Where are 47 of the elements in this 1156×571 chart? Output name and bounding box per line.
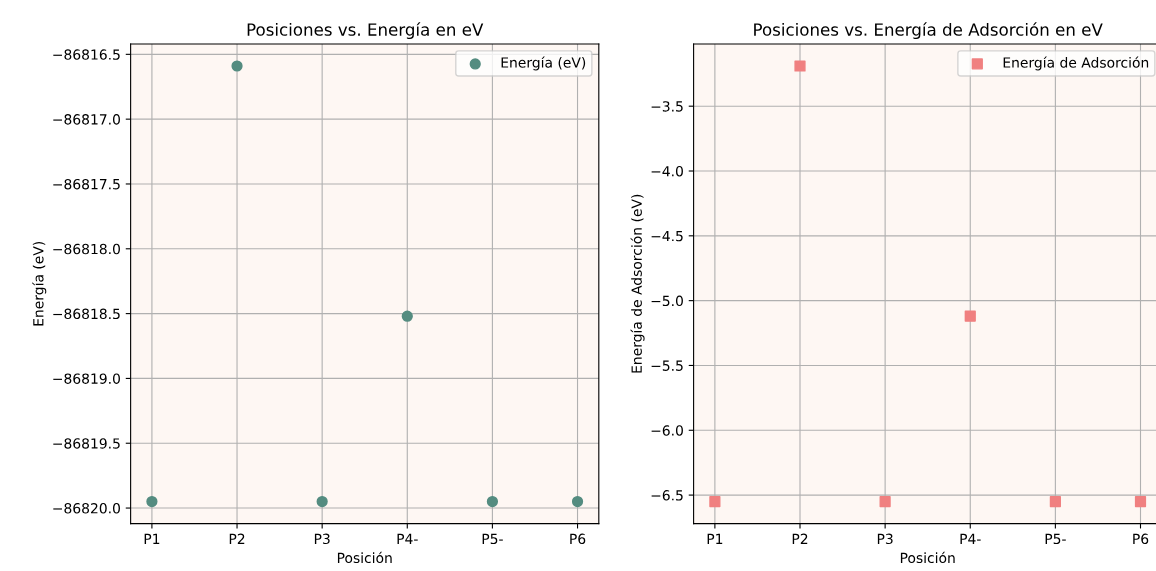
point [401,310,413,322]
y-tick-label: −4.5 [651,230,683,242]
point [964,310,976,322]
x-tick-label: P4- [960,533,981,544]
point [1049,495,1061,508]
y-axis-title: Energía de Adsorción (eV) [630,194,645,373]
chart-title: Posiciones vs. Energía en eV [247,22,484,40]
x-tick-label: P5- [1045,533,1066,545]
point [1134,495,1147,508]
x-axis-title: Posición [900,551,955,564]
x-tick-label: P5- [482,533,503,545]
point [709,495,721,508]
legend-label: Energía (eV) [501,56,586,71]
x-tick-label: P2 [229,533,245,544]
point [231,60,243,72]
x-tick-label: P6 [1133,533,1149,545]
y-tick-label: −86818.0 [53,243,120,255]
y-tick-label: −86816.5 [53,49,120,60]
y-tick-label: −86817.0 [53,114,120,125]
chart-title: Posiciones vs. Energía de Adsorción en eV [754,22,1103,40]
point [316,495,328,508]
x-tick-label: P6 [570,533,586,545]
y-tick-label: −86817.5 [53,178,120,190]
y-tick-label: −3.5 [651,101,683,112]
y-tick-label: −6.5 [651,490,683,501]
y-tick-label: −6.0 [651,425,683,436]
x-tick-label: P1 [144,533,160,544]
x-tick-label: P1 [707,533,723,544]
point [146,495,158,508]
y-tick-label: −86818.5 [53,308,120,320]
y-tick-label: −5.0 [651,295,683,307]
point [571,495,584,508]
y-tick-label: −86819.0 [53,373,120,384]
y-axis-title: Energía (eV) [32,241,47,326]
point [879,495,891,508]
y-tick-label: −5.5 [651,360,683,371]
y-tick-label: −86819.5 [53,438,120,449]
y-tick-label: −86820.0 [53,503,120,514]
point [486,495,499,508]
x-tick-label: P2 [792,533,808,544]
x-tick-label: P3 [314,533,330,545]
x-axis-title: Posición [337,551,392,564]
point [794,60,806,72]
legend-label: Energía de Adsorción [1003,56,1149,71]
y-tick-label: −4.0 [651,165,683,177]
x-tick-label: P3 [877,533,893,545]
x-tick-label: P4- [397,533,418,544]
